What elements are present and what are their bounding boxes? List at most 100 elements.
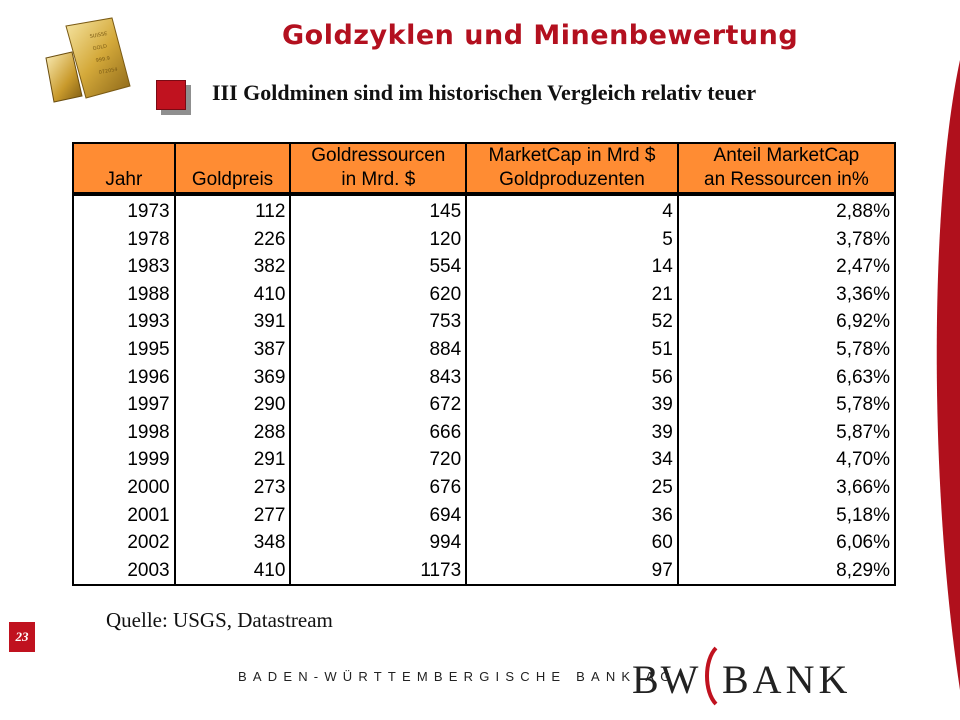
cell-anteil: 5,18%	[676, 501, 897, 530]
table-row: 1997 290 672 39 5,78%	[72, 391, 897, 419]
cell-goldpreis: 291	[173, 446, 292, 474]
cell-jahr: 1995	[72, 335, 176, 364]
cell-jahr: 2001	[72, 501, 176, 530]
table-row: 2003 410 1173 97 8,29%	[72, 556, 897, 587]
cell-anteil: 2,47%	[676, 253, 897, 281]
cell-goldressourcen: 994	[289, 529, 468, 557]
cell-marketcap: 21	[465, 280, 679, 309]
page-title: Goldzyklen und Minenbewertung	[282, 20, 799, 51]
cell-anteil: 6,63%	[676, 363, 897, 392]
svg-text:SUISSE: SUISSE	[89, 31, 108, 40]
column-header-goldpreis: Goldpreis	[173, 142, 292, 195]
logo-bracket-icon	[705, 646, 718, 706]
logo-bank-text: BANK	[722, 657, 852, 702]
cell-goldpreis: 348	[173, 529, 292, 557]
cell-goldressourcen: 753	[289, 308, 468, 336]
cell-goldressourcen: 145	[289, 194, 468, 226]
table-row: 1995 387 884 51 5,78%	[72, 335, 897, 364]
cell-goldressourcen: 672	[289, 391, 468, 419]
bank-name: BADEN-WÜRTTEMBERGISCHE BANK AG	[238, 669, 677, 684]
cell-jahr: 2002	[72, 529, 176, 557]
cell-marketcap: 56	[465, 363, 679, 392]
cell-goldpreis: 391	[173, 308, 292, 336]
cell-anteil: 4,70%	[676, 446, 897, 474]
decorative-arc-icon	[936, 60, 960, 690]
table-row: 1999 291 720 34 4,70%	[72, 446, 897, 474]
cell-jahr: 1988	[72, 280, 176, 309]
column-header-jahr: Jahr	[72, 142, 176, 195]
cell-marketcap: 97	[465, 556, 679, 587]
table-row: 2002 348 994 60 6,06%	[72, 529, 897, 557]
cell-goldpreis: 369	[173, 363, 292, 392]
cell-marketcap: 4	[465, 194, 679, 226]
column-header-marketcap: MarketCap in Mrd $ Goldproduzenten	[465, 142, 679, 195]
cell-jahr: 1993	[72, 308, 176, 336]
cell-goldressourcen: 620	[289, 280, 468, 309]
cell-marketcap: 52	[465, 308, 679, 336]
cell-jahr: 1998	[72, 418, 176, 447]
cell-anteil: 5,78%	[676, 335, 897, 364]
cell-jahr: 1996	[72, 363, 176, 392]
cell-anteil: 3,36%	[676, 280, 897, 309]
cell-goldpreis: 387	[173, 335, 292, 364]
cell-marketcap: 60	[465, 529, 679, 557]
cell-goldpreis: 288	[173, 418, 292, 447]
cell-marketcap: 5	[465, 225, 679, 254]
table-row: 1993 391 753 52 6,92%	[72, 308, 897, 336]
cell-anteil: 5,78%	[676, 391, 897, 419]
table-row: 1988 410 620 21 3,36%	[72, 280, 897, 309]
cell-goldressourcen: 843	[289, 363, 468, 392]
cell-goldressourcen: 554	[289, 253, 468, 281]
table-row: 1978 226 120 5 3,78%	[72, 225, 897, 254]
table-row: 1998 288 666 39 5,87%	[72, 418, 897, 447]
cell-marketcap: 36	[465, 501, 679, 530]
table-row: 2001 277 694 36 5,18%	[72, 501, 897, 530]
cell-marketcap: 51	[465, 335, 679, 364]
table-row: 1973 112 145 4 2,88%	[72, 194, 897, 226]
cell-anteil: 5,87%	[676, 418, 897, 447]
cell-jahr: 1978	[72, 225, 176, 254]
cell-goldressourcen: 694	[289, 501, 468, 530]
source-note: Quelle: USGS, Datastream	[106, 608, 333, 632]
cell-anteil: 8,29%	[676, 556, 897, 587]
cell-goldpreis: 226	[173, 225, 292, 254]
square-bullet-icon	[156, 80, 194, 118]
cell-goldpreis: 382	[173, 253, 292, 281]
table-row: 1983 382 554 14 2,47%	[72, 253, 897, 281]
logo-bw-text: BW	[632, 657, 701, 702]
cell-anteil: 3,78%	[676, 225, 897, 254]
table-header-row: Jahr Goldpreis Goldressourcen in Mrd. $ M…	[72, 142, 897, 195]
page-subtitle: III Goldminen sind im historischen Vergl…	[212, 80, 757, 105]
cell-marketcap: 39	[465, 418, 679, 447]
table-row: 2000 273 676 25 3,66%	[72, 473, 897, 502]
cell-anteil: 3,66%	[676, 473, 897, 502]
cell-goldpreis: 277	[173, 501, 292, 530]
cell-anteil: 2,88%	[676, 194, 897, 226]
page-number: 23	[9, 622, 35, 652]
cell-marketcap: 14	[465, 253, 679, 281]
cell-goldpreis: 112	[173, 194, 292, 226]
gold-bars-icon: SUISSE GOLD 999.9 072054	[38, 14, 138, 106]
cell-jahr: 1997	[72, 391, 176, 419]
cell-goldressourcen: 720	[289, 446, 468, 474]
cell-jahr: 1973	[72, 194, 176, 226]
cell-anteil: 6,06%	[676, 529, 897, 557]
cell-goldpreis: 410	[173, 280, 292, 309]
cell-jahr: 2000	[72, 473, 176, 502]
cell-goldressourcen: 1173	[289, 556, 468, 587]
cell-goldressourcen: 884	[289, 335, 468, 364]
table-row: 1996 369 843 56 6,63%	[72, 363, 897, 392]
column-header-anteil: Anteil MarketCap an Ressourcen in%	[676, 142, 897, 195]
svg-text:999.9: 999.9	[95, 56, 110, 64]
cell-marketcap: 39	[465, 391, 679, 419]
cell-jahr: 1999	[72, 446, 176, 474]
svg-text:072054: 072054	[98, 67, 118, 76]
cell-goldressourcen: 666	[289, 418, 468, 447]
cell-goldpreis: 410	[173, 556, 292, 587]
cell-jahr: 2003	[72, 556, 176, 587]
svg-text:GOLD: GOLD	[92, 44, 107, 52]
cell-goldpreis: 273	[173, 473, 292, 502]
cell-marketcap: 34	[465, 446, 679, 474]
cell-goldressourcen: 120	[289, 225, 468, 254]
cell-anteil: 6,92%	[676, 308, 897, 336]
